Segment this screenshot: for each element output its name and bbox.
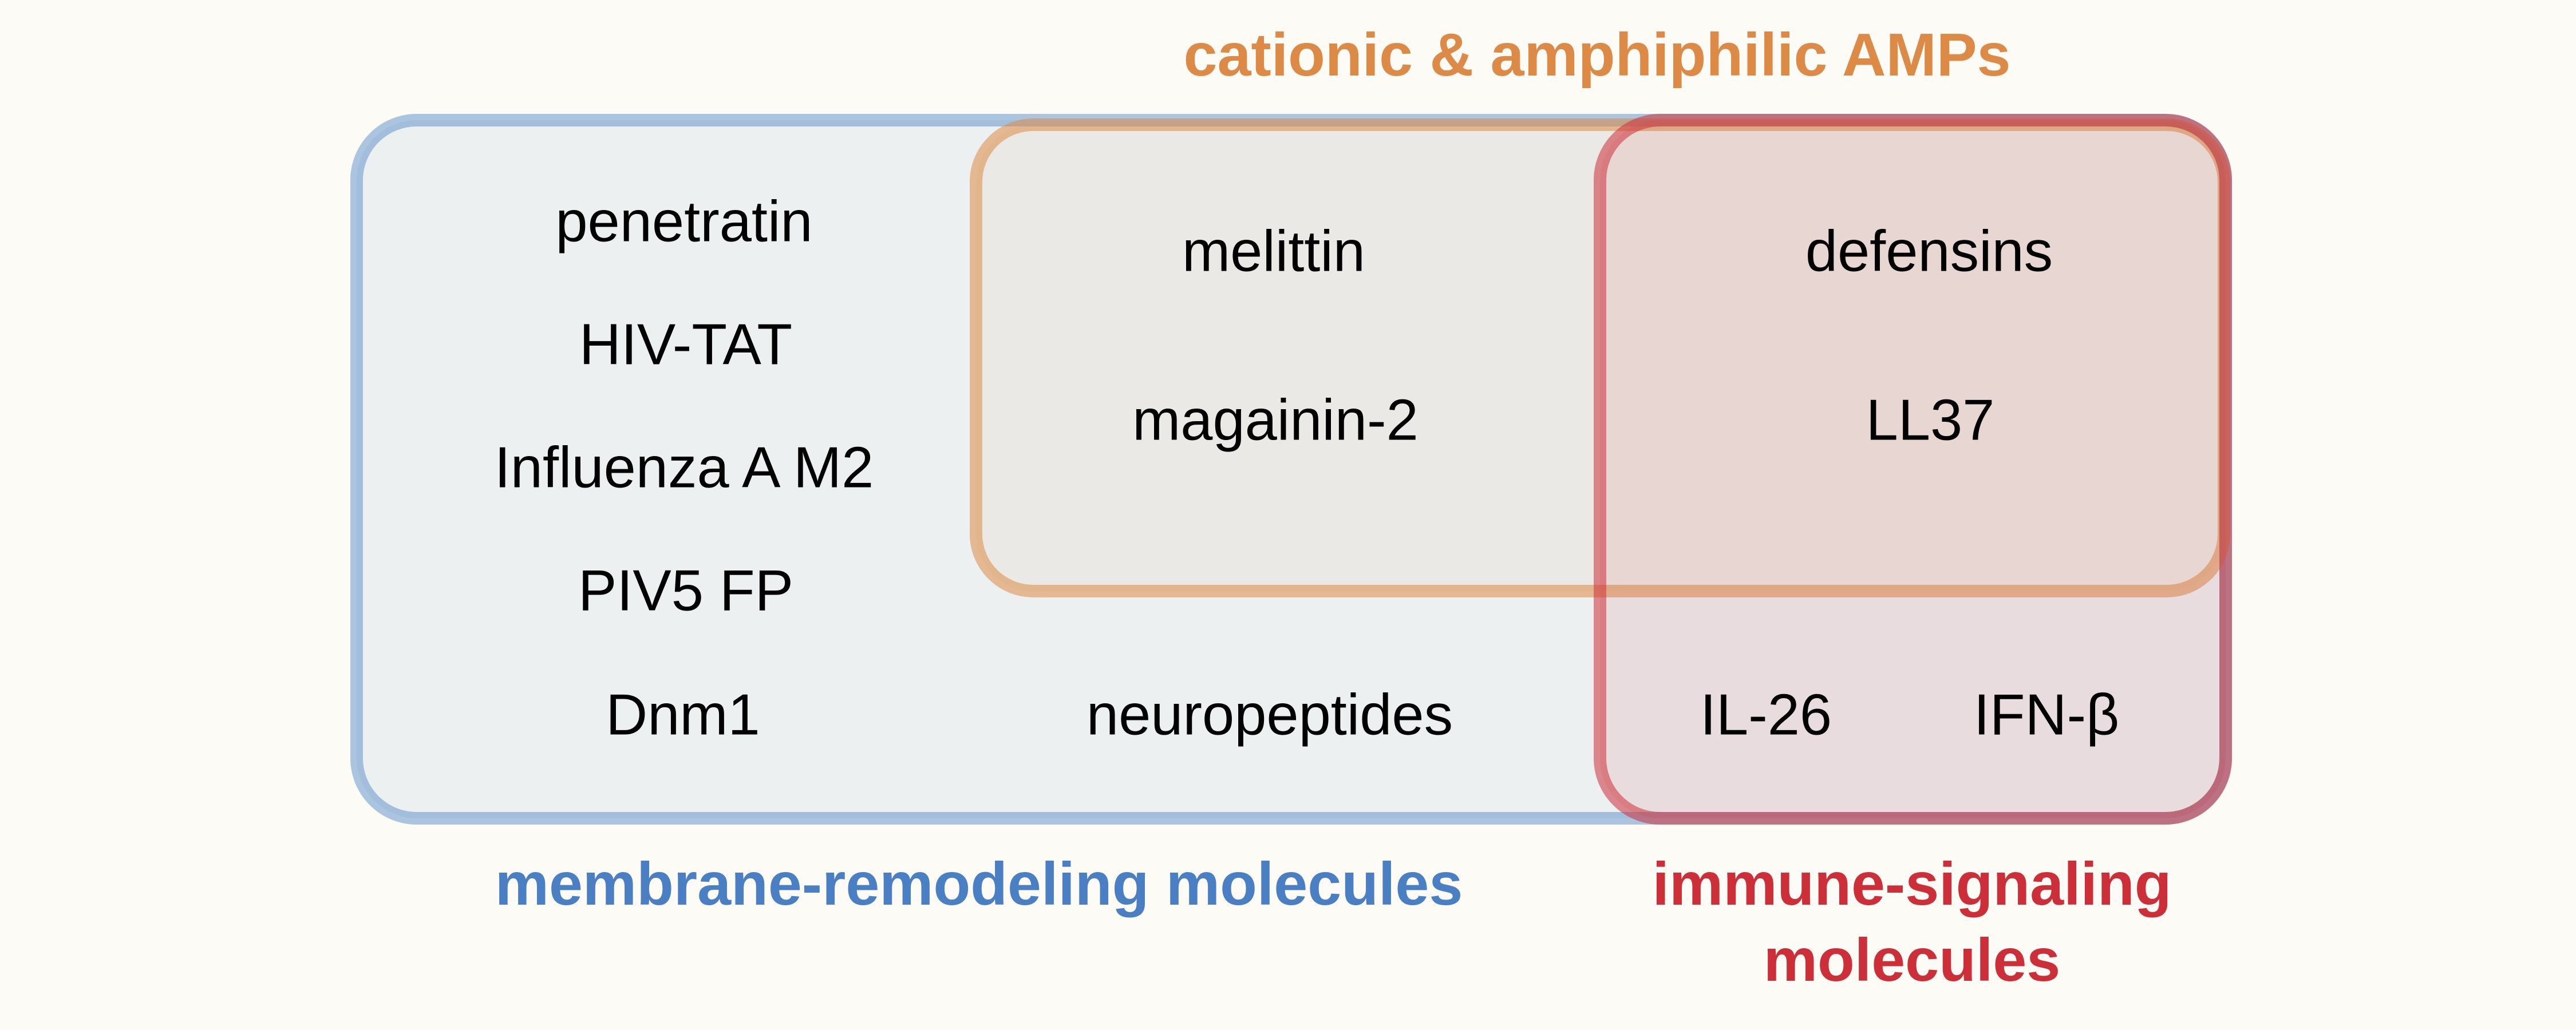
immune-signaling-title-line1: immune-signaling [1652, 850, 2172, 918]
member-ll37: LL37 [1866, 388, 1995, 453]
member-ifn-beta: IFN-β [1973, 683, 2120, 747]
member-influenza-a-m2: Influenza A M2 [494, 435, 874, 500]
member-dnm1: Dnm1 [606, 683, 760, 747]
member-melittin: melittin [1182, 219, 1365, 284]
member-il-26: IL-26 [1700, 683, 1832, 747]
member-hiv-tat: HIV-TAT [579, 312, 793, 377]
immune-signaling-set [1594, 114, 2232, 825]
member-defensins: defensins [1805, 219, 2053, 284]
member-penetratin: penetratin [555, 189, 813, 254]
cationic-amphiphilic-title: cationic & amphiphilic AMPs [1183, 21, 2011, 89]
member-magainin-2: magainin-2 [1132, 388, 1419, 453]
immune-signaling-title-line2: molecules [1763, 926, 2061, 994]
member-neuropeptides: neuropeptides [1086, 683, 1453, 747]
member-piv5-fp: PIV5 FP [578, 558, 794, 623]
membrane-remodeling-title: membrane-remodeling molecules [495, 850, 1463, 918]
